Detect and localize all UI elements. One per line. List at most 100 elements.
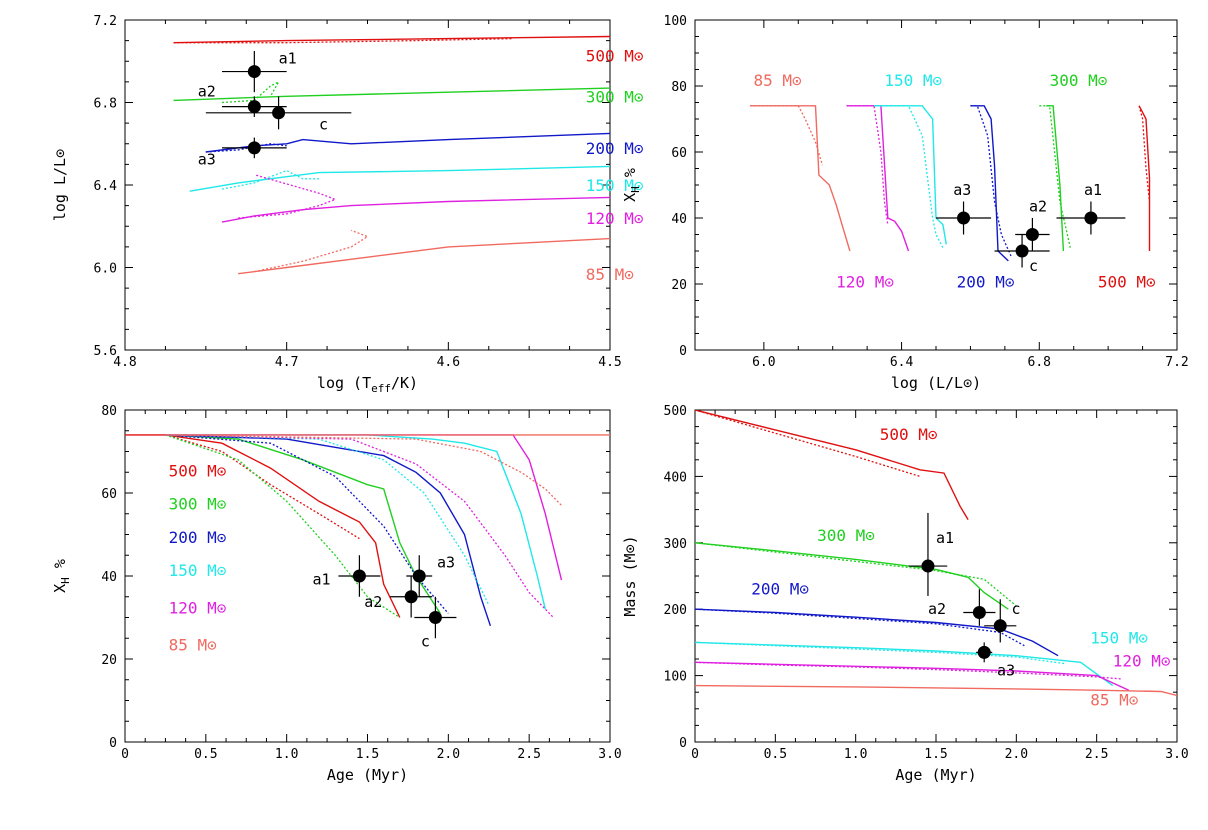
- y-tick-label: 5.6: [94, 344, 117, 359]
- point-marker: [977, 645, 991, 659]
- point-marker: [272, 106, 286, 120]
- data-point-a2: [222, 96, 287, 117]
- data-point-a2: [390, 576, 433, 618]
- series-label-120: 120 M⊙: [586, 209, 644, 228]
- data-point-a1: [222, 50, 287, 93]
- y-tick-label: 20: [101, 653, 117, 668]
- series-dotted-120: [238, 174, 338, 219]
- series-dotted-85: [165, 434, 562, 506]
- point-marker: [1015, 244, 1029, 258]
- panel-hr-diagram: 4.8 4.7 4.6 4.5 5.6 6.0 6.4 6.8 7.2 log (Teff/K) l…: [51, 14, 644, 395]
- point-marker: [404, 590, 418, 604]
- y-tick-label: 60: [101, 487, 117, 502]
- x-axis-title: log (L/L⊙): [891, 374, 981, 392]
- series-dotted-200: [970, 105, 1013, 258]
- series-line-85: [238, 237, 610, 275]
- point-label-a1: a1: [936, 529, 954, 547]
- series-dotted-200: [695, 608, 1025, 647]
- series-label-500: 500 M⊙: [1098, 272, 1156, 291]
- y-tick-label: 60: [671, 146, 687, 161]
- series-dotted-85: [750, 105, 824, 166]
- y-tick-label: 40: [671, 212, 687, 227]
- point-label-a2: a2: [928, 600, 946, 618]
- series-line-85: [695, 684, 1177, 697]
- point-label-a1: a1: [313, 570, 331, 588]
- series-line-500: [173, 35, 610, 44]
- point-marker: [993, 619, 1007, 633]
- data-point-c: [205, 96, 352, 130]
- series-dotted-120: [165, 434, 554, 618]
- series-line-200: [205, 132, 610, 153]
- plot-area: [695, 410, 1177, 697]
- plot-area: [173, 35, 610, 275]
- plot-area: [125, 434, 610, 627]
- point-label-a2: a2: [364, 593, 382, 611]
- y-axis-title: XH %: [51, 559, 72, 593]
- series-dotted-300: [165, 434, 401, 619]
- series-label-300: 300 M⊙: [1050, 71, 1108, 90]
- x-tick-label: 0: [121, 747, 129, 762]
- point-label-a1: a1: [279, 49, 297, 67]
- series-label-85: 85 M⊙: [754, 71, 803, 90]
- data-point-a1: [338, 555, 381, 597]
- series-label-500: 500 M⊙: [586, 46, 644, 65]
- series-label-150: 150 M⊙: [586, 176, 644, 195]
- point-label-a3: a3: [437, 554, 455, 572]
- series-label-85: 85 M⊙: [169, 636, 218, 655]
- series-label-150: 150 M⊙: [169, 561, 227, 580]
- x-tick-label: 0.5: [764, 747, 787, 762]
- point-marker: [428, 611, 442, 624]
- point-marker: [247, 65, 261, 79]
- x-tick-label: 1.5: [356, 747, 379, 762]
- series-label-200: 200 M⊙: [957, 272, 1015, 291]
- plot-frame: [124, 19, 611, 351]
- point-label-a3: a3: [997, 662, 1015, 680]
- plot-area: [750, 105, 1151, 262]
- data-point-a3: [222, 137, 287, 159]
- x-tick-label: 4.8: [113, 355, 136, 370]
- x-tick-label: 3.0: [598, 747, 621, 762]
- y-tick-label: 100: [664, 14, 687, 29]
- point-marker: [247, 100, 261, 114]
- series-line-150: [189, 165, 610, 192]
- series-line-150: [874, 105, 947, 245]
- series-dotted-300: [695, 542, 1017, 607]
- point-label-c: c: [1029, 257, 1038, 275]
- series-line-300: [695, 542, 1009, 610]
- series-dotted-300: [1039, 105, 1071, 248]
- series-label-200: 200 M⊙: [586, 139, 644, 158]
- point-marker: [1025, 228, 1039, 241]
- x-tick-label: 2.0: [1005, 747, 1028, 762]
- series-line-500: [125, 434, 401, 618]
- x-tick-label: 6.4: [890, 355, 914, 370]
- y-tick-label: 500: [664, 404, 687, 419]
- series-dotted-500: [695, 410, 921, 478]
- y-tick-label: 7.2: [94, 14, 117, 29]
- x-tick-label: 2.5: [1085, 747, 1108, 762]
- series-dotted-150: [695, 641, 1065, 665]
- point-marker: [352, 569, 366, 583]
- y-tick-label: 0: [679, 344, 687, 359]
- series-label-500: 500 M⊙: [169, 461, 227, 480]
- data-point-a3: [936, 201, 992, 235]
- x-tick-label: 2.0: [437, 747, 460, 762]
- x-tick-label: 0: [691, 747, 699, 762]
- point-marker: [957, 211, 971, 225]
- y-tick-label: 400: [664, 470, 687, 485]
- series-line-300: [165, 434, 441, 614]
- data-point-c: [414, 596, 457, 639]
- series-dotted-85: [254, 229, 369, 273]
- point-marker: [247, 141, 261, 155]
- point-label-a3: a3: [953, 181, 971, 199]
- x-tick-label: 6.0: [752, 355, 775, 370]
- point-marker: [972, 606, 986, 620]
- data-point-a1: [908, 512, 948, 596]
- series-line-200: [970, 105, 1009, 262]
- series-line-200: [165, 434, 492, 627]
- series-label-200: 200 M⊙: [169, 528, 227, 547]
- x-tick-label: 3.0: [1165, 747, 1188, 762]
- series-line-120: [695, 661, 1130, 691]
- y-tick-label: 100: [664, 670, 687, 685]
- y-tick-label: 40: [101, 570, 117, 585]
- y-tick-label: 6.0: [94, 262, 117, 277]
